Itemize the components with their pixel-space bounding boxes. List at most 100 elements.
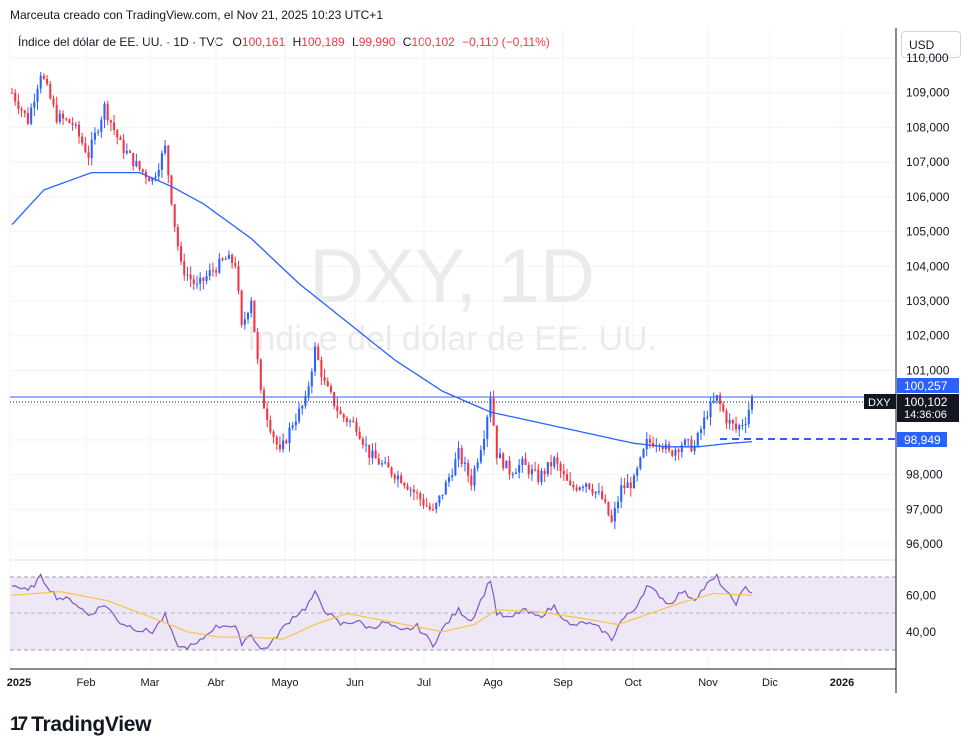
candle-body [652,442,655,447]
candle-body [546,462,549,475]
candle-body [642,449,645,458]
candle-body [715,395,718,401]
rsi-tick-label: 60,00 [906,588,936,602]
candle-body [275,437,278,445]
candle-body [237,266,240,291]
candle-body [192,279,195,284]
candle-body [719,395,722,405]
candle-body [444,482,447,495]
candle-body [87,152,90,158]
ma-value-tag [897,432,947,447]
candle-body [186,274,189,276]
legend-open-value: 100,161 [241,35,286,49]
candle-body [597,491,600,493]
watermark-name: Índice del dólar de EE. UU. [247,320,657,358]
candle-body [339,411,342,415]
candle-body [42,75,45,79]
candle-body [425,505,428,507]
candle-body [699,429,703,434]
candle-body [259,359,262,390]
candle-body [629,482,632,489]
candle-body [17,101,20,109]
tradingview-logo[interactable]: 17 TradingView [10,713,151,737]
candle-body [307,386,310,397]
candle-body [690,439,693,452]
candle-body [10,92,14,94]
price-labels: 100,257 DXY 100,102 14:36:06 98,949 [864,378,959,447]
price-tick-label: 108,000 [906,120,950,134]
candle-body [648,439,651,443]
candle-body [90,139,93,158]
ticker-tag-text: DXY [868,397,891,409]
rsi-line [11,573,753,650]
legend-high-label: H [292,35,302,49]
candle-body [731,419,734,424]
candle-body [435,503,438,510]
candle-body [39,75,42,89]
price-tick-label: 97,000 [906,502,943,516]
candle-body [565,474,569,481]
price-tick-label: 104,000 [906,259,950,273]
candle-body [553,457,556,467]
time-tick-label: Ago [483,677,503,689]
candle-body [97,131,100,133]
candle-body [106,103,109,121]
candle-body [269,420,272,432]
candle-body [358,432,361,439]
candle-body [588,483,591,489]
candle-body [180,246,183,262]
candle-body [46,78,49,85]
candle-body [189,274,192,280]
last-price-tag [897,394,959,422]
candle-body [687,439,690,441]
candle-body [310,371,313,387]
candle-body [744,423,747,426]
candle-body [304,396,307,406]
candle-body [282,440,285,450]
candle-body [626,482,629,488]
candle-body [320,359,323,378]
rsi-ma-line [11,590,753,640]
candle-body [483,438,486,451]
candle-body [208,270,211,277]
candle-body [135,161,138,167]
currency-button[interactable]: USD [901,31,961,58]
candle-body [148,177,151,182]
candle-body [514,472,518,474]
candle-body [329,386,333,393]
candle-body [661,445,664,450]
time-tick-label: Oct [624,677,641,689]
time-tick-label: Jun [346,677,364,689]
candle-body [479,450,482,463]
candle-body [441,494,444,496]
candle-body [470,475,473,486]
candle-body [298,408,301,422]
price-tick-label: 110,000 [906,51,949,65]
time-tick-label: Sep [553,677,573,689]
candle-body [272,431,275,438]
candle-body [33,101,36,108]
candle-body [170,175,173,205]
candle-body [741,425,744,427]
candle-body [119,137,122,140]
candle-body [266,408,269,421]
price-tick-label: 109,000 [906,86,950,100]
candle-body [240,290,243,325]
candle-body [725,411,728,424]
candle-body [125,150,128,154]
tradingview-logo-text: TradingView [31,713,152,736]
candle-body [256,331,259,360]
legend-close-value: 100,102 [411,35,455,49]
candle-body [224,259,227,261]
candle-body [326,381,329,387]
candle-body [246,312,250,320]
candle-body [454,459,457,476]
candle-body [393,474,396,480]
candle-body [14,92,17,102]
candle-body [683,439,687,446]
candle-body [671,450,674,456]
candle-body [559,463,562,472]
price-tick-label: 107,000 [906,155,950,169]
rsi-axis: 60,00 40,00 [906,588,936,639]
